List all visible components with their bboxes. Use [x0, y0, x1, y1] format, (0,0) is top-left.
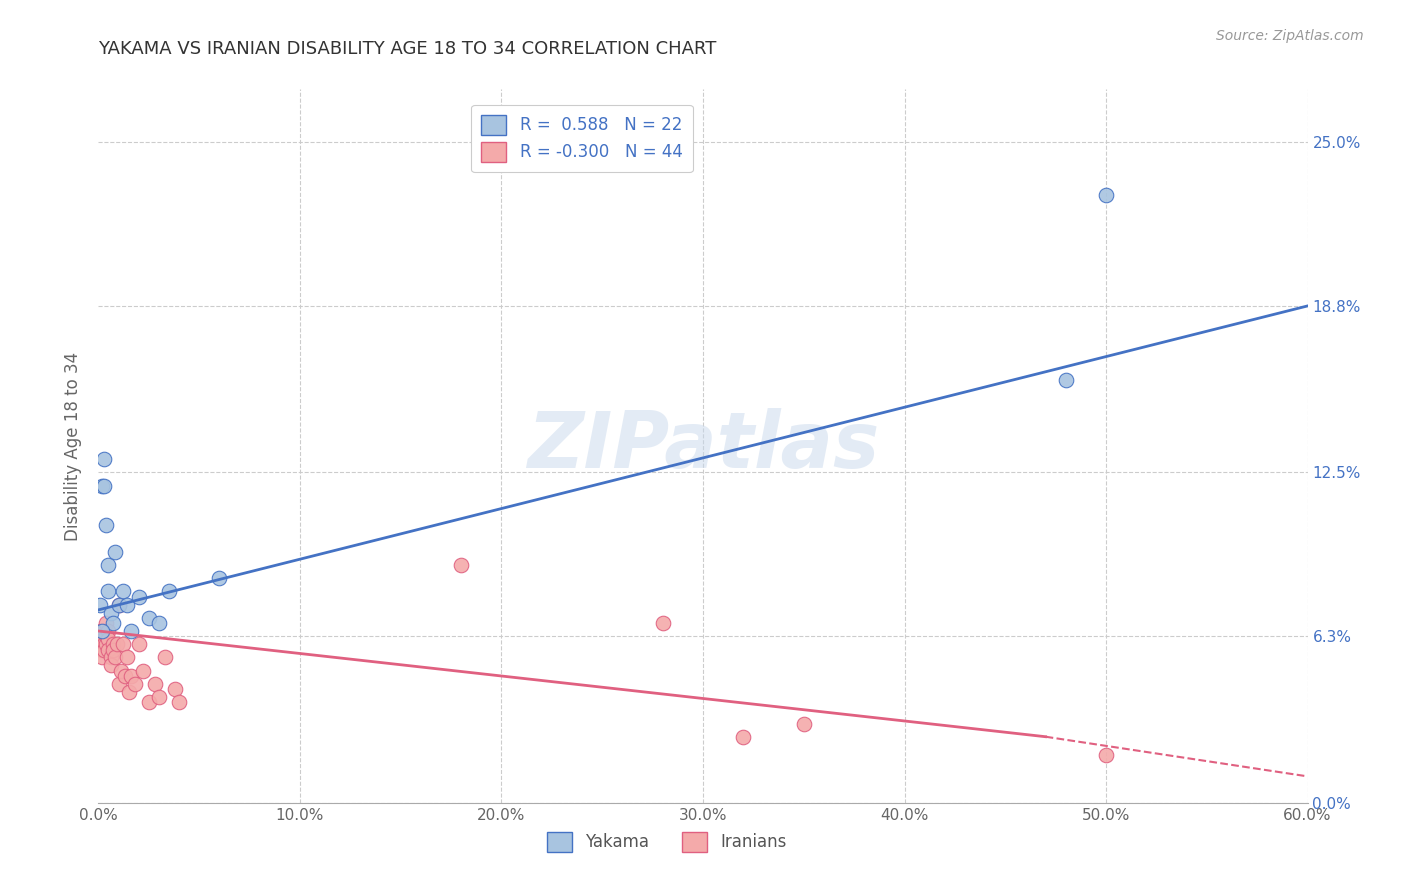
Text: ZIPatlas: ZIPatlas	[527, 408, 879, 484]
Point	[107, 598, 129, 612]
Point	[93, 637, 115, 651]
Point	[120, 624, 142, 638]
Point	[143, 677, 166, 691]
Point	[651, 616, 673, 631]
Point	[100, 606, 122, 620]
Point	[91, 642, 114, 657]
Point	[93, 478, 115, 492]
Point	[107, 677, 129, 691]
Point	[120, 669, 142, 683]
Point	[100, 650, 122, 665]
Point	[101, 616, 124, 631]
Point	[103, 545, 125, 559]
Legend: Yakama, Iranians: Yakama, Iranians	[540, 825, 793, 859]
Point	[1054, 373, 1077, 387]
Point	[114, 669, 136, 683]
Point	[450, 558, 472, 572]
Point	[97, 642, 120, 657]
Point	[96, 629, 118, 643]
Point	[89, 632, 111, 646]
Point	[101, 642, 124, 657]
Point	[115, 598, 138, 612]
Point	[733, 730, 755, 744]
Point	[97, 558, 120, 572]
Point	[105, 637, 128, 651]
Point	[138, 695, 160, 709]
Point	[101, 637, 124, 651]
Point	[100, 658, 122, 673]
Point	[89, 598, 111, 612]
Point	[93, 452, 115, 467]
Point	[1095, 188, 1118, 202]
Point	[96, 616, 118, 631]
Point	[793, 716, 815, 731]
Point	[96, 518, 118, 533]
Point	[148, 690, 170, 704]
Point	[111, 637, 134, 651]
Point	[118, 685, 141, 699]
Point	[91, 650, 114, 665]
Point	[97, 632, 120, 646]
Point	[208, 571, 231, 585]
Point	[93, 624, 115, 638]
Point	[89, 624, 111, 638]
Point	[96, 637, 118, 651]
Text: Source: ZipAtlas.com: Source: ZipAtlas.com	[1216, 29, 1364, 43]
Point	[163, 682, 186, 697]
Point	[93, 642, 115, 657]
Point	[97, 584, 120, 599]
Point	[91, 624, 114, 638]
Point	[153, 650, 176, 665]
Point	[157, 584, 180, 599]
Point	[148, 616, 170, 631]
Point	[111, 584, 134, 599]
Point	[110, 664, 132, 678]
Point	[167, 695, 190, 709]
Y-axis label: Disability Age 18 to 34: Disability Age 18 to 34	[65, 351, 83, 541]
Point	[93, 632, 115, 646]
Point	[91, 478, 114, 492]
Point	[124, 677, 146, 691]
Point	[128, 637, 150, 651]
Point	[89, 637, 111, 651]
Point	[103, 650, 125, 665]
Point	[128, 590, 150, 604]
Point	[107, 598, 129, 612]
Point	[91, 629, 114, 643]
Point	[115, 650, 138, 665]
Point	[138, 611, 160, 625]
Point	[97, 624, 120, 638]
Text: YAKAMA VS IRANIAN DISABILITY AGE 18 TO 34 CORRELATION CHART: YAKAMA VS IRANIAN DISABILITY AGE 18 TO 3…	[98, 40, 717, 58]
Point	[132, 664, 155, 678]
Point	[1095, 748, 1118, 763]
